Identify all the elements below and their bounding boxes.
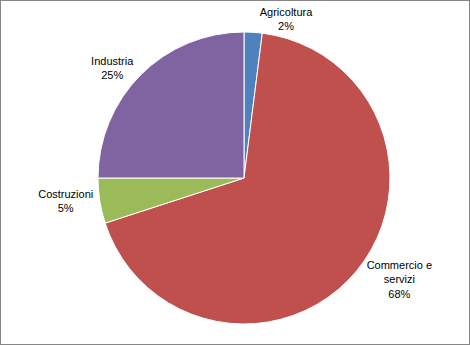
svg-text:Commercio eservizi68%: Commercio eservizi68% — [367, 259, 432, 300]
svg-text:Agricoltura2%: Agricoltura2% — [260, 6, 313, 32]
svg-text:Costruzioni5%: Costruzioni5% — [38, 188, 93, 214]
svg-text:Industria25%: Industria25% — [91, 55, 134, 81]
